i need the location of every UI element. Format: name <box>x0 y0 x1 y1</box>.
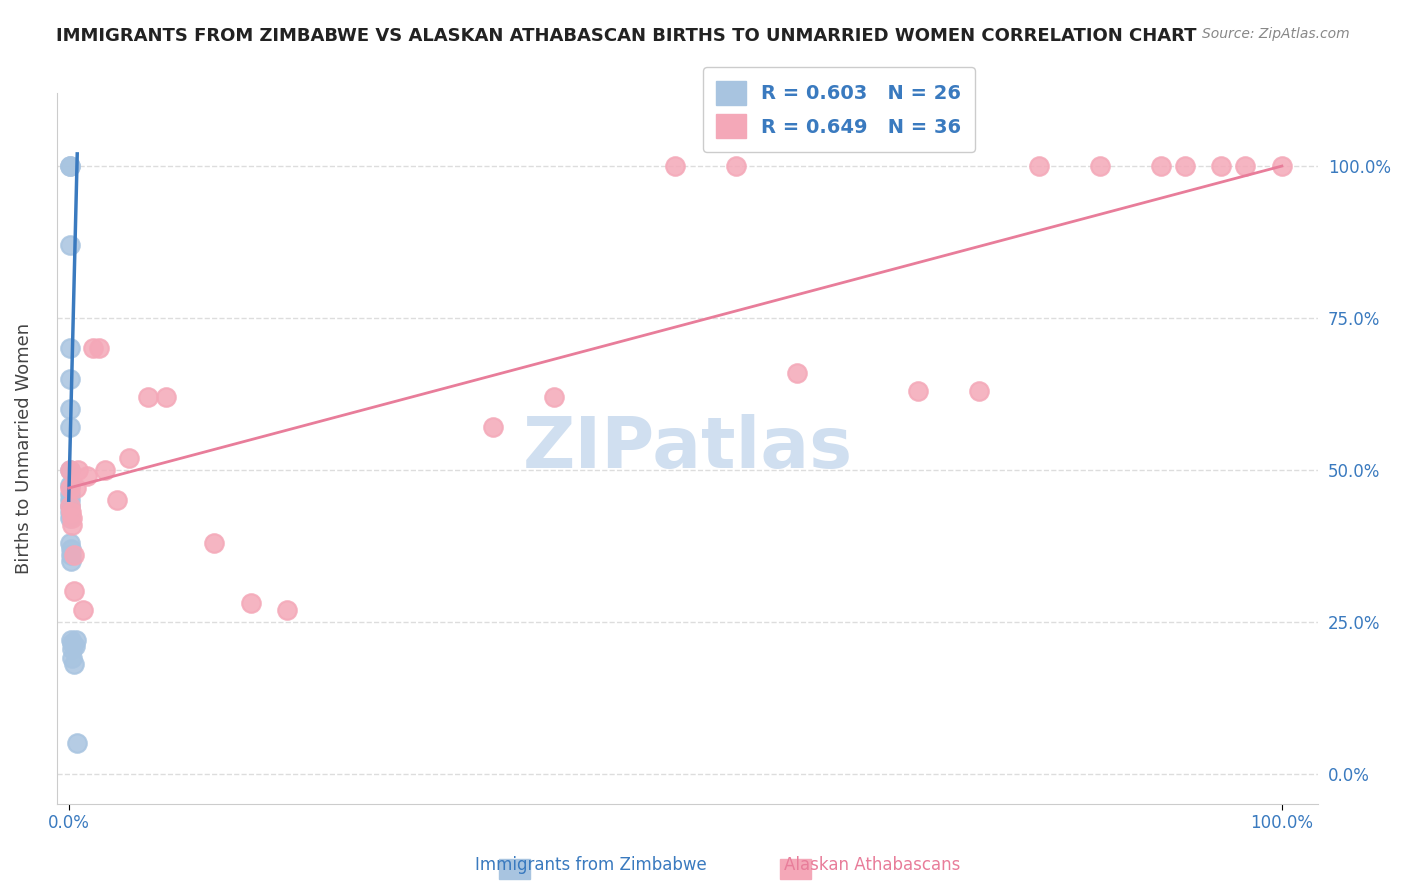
Point <box>967 384 990 398</box>
Point <box>59 505 82 519</box>
Legend: R = 0.603   N = 26, R = 0.649   N = 36: R = 0.603 N = 26, R = 0.649 N = 36 <box>703 67 974 152</box>
Point <box>482 420 505 434</box>
Point <box>59 500 82 514</box>
Point <box>60 632 83 647</box>
Point <box>59 341 82 355</box>
Point <box>1271 159 1294 173</box>
Point <box>76 469 98 483</box>
Point <box>724 159 747 173</box>
Point <box>65 632 87 647</box>
Point <box>63 639 86 653</box>
Point <box>60 541 83 556</box>
Point <box>786 366 808 380</box>
Point <box>59 511 82 525</box>
Point <box>664 159 686 173</box>
Point <box>59 463 82 477</box>
Point <box>155 390 177 404</box>
Point <box>1234 159 1257 173</box>
Point <box>60 517 83 532</box>
Point <box>82 341 104 355</box>
Point <box>136 390 159 404</box>
Point <box>239 597 262 611</box>
Text: Immigrants from Zimbabwe: Immigrants from Zimbabwe <box>475 856 706 874</box>
Point <box>62 584 84 599</box>
Point <box>72 602 94 616</box>
Y-axis label: Births to Unmarried Women: Births to Unmarried Women <box>15 323 32 574</box>
Point <box>59 500 82 514</box>
Point <box>1149 159 1171 173</box>
Point <box>59 478 82 492</box>
Point <box>62 657 84 672</box>
Text: Source: ZipAtlas.com: Source: ZipAtlas.com <box>1202 27 1350 41</box>
Point <box>59 420 82 434</box>
Point <box>59 535 82 549</box>
Point <box>87 341 110 355</box>
Point <box>60 511 83 525</box>
Point <box>66 736 89 750</box>
Point <box>118 450 141 465</box>
Point <box>105 493 128 508</box>
Point <box>60 642 83 657</box>
Point <box>1088 159 1111 173</box>
Point <box>59 372 82 386</box>
Point <box>59 159 82 173</box>
Point <box>276 602 298 616</box>
Point <box>1174 159 1197 173</box>
Point <box>94 463 117 477</box>
Point <box>60 636 83 650</box>
Point <box>65 481 87 495</box>
Point <box>59 238 82 252</box>
Point <box>59 159 82 173</box>
Point <box>60 651 83 665</box>
Point <box>1211 159 1233 173</box>
Point <box>60 505 83 519</box>
Point <box>202 535 225 549</box>
Text: Alaskan Athabascans: Alaskan Athabascans <box>783 856 960 874</box>
Point <box>59 487 82 501</box>
Point <box>60 554 83 568</box>
Point <box>59 463 82 477</box>
Point <box>543 390 565 404</box>
Point <box>60 548 83 562</box>
Text: IMMIGRANTS FROM ZIMBABWE VS ALASKAN ATHABASCAN BIRTHS TO UNMARRIED WOMEN CORRELA: IMMIGRANTS FROM ZIMBABWE VS ALASKAN ATHA… <box>56 27 1197 45</box>
Point <box>67 463 90 477</box>
Point <box>59 481 82 495</box>
Point <box>907 384 929 398</box>
Point <box>1028 159 1050 173</box>
Point <box>59 493 82 508</box>
Text: ZIPatlas: ZIPatlas <box>523 414 852 483</box>
Point <box>59 402 82 417</box>
Point <box>62 548 84 562</box>
